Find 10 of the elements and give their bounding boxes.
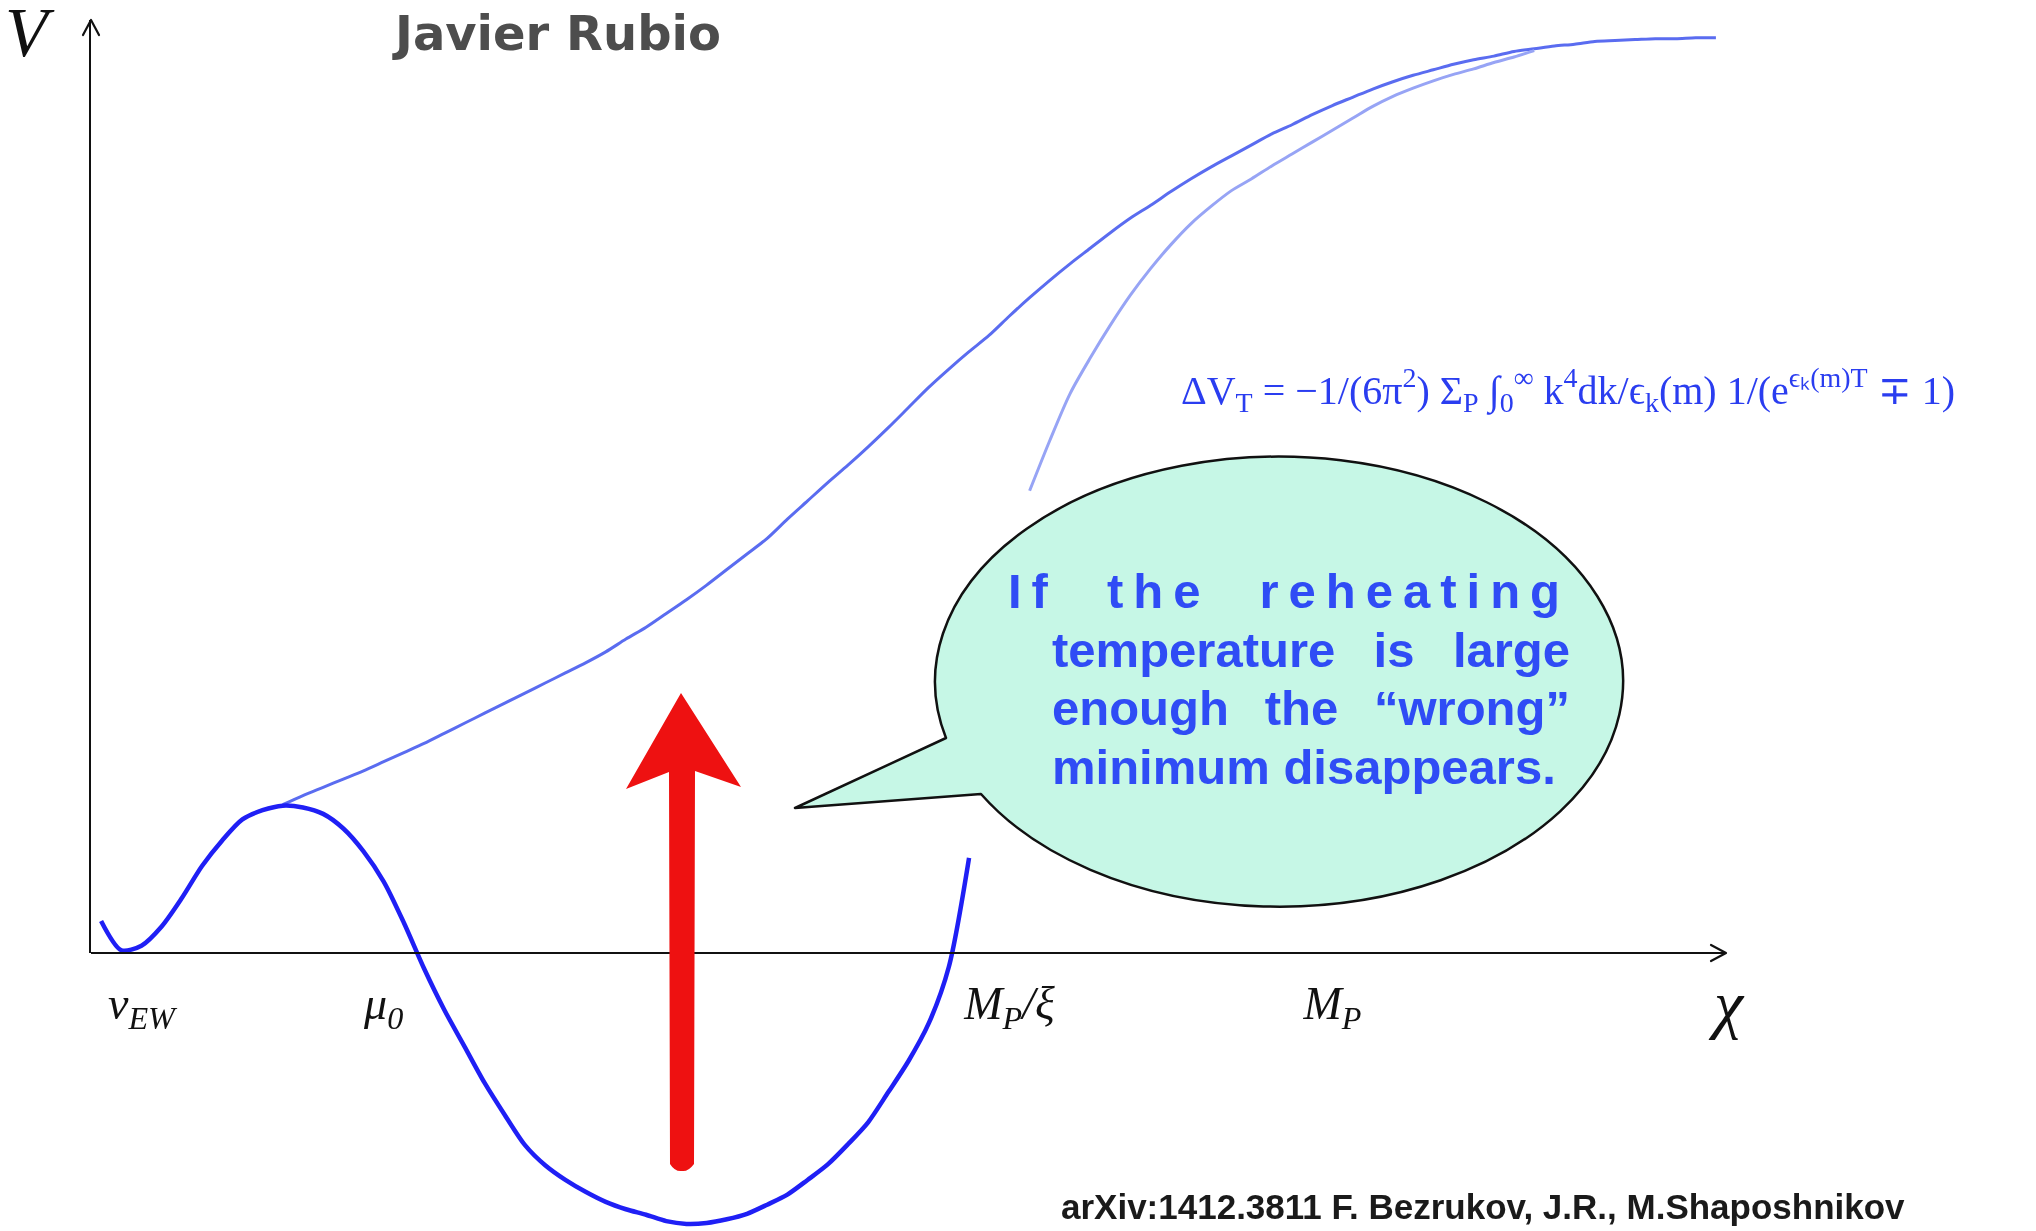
chart-title: Javier Rubio (392, 4, 721, 61)
x-axis-title: χ (1708, 967, 1745, 1040)
y-axis-title: V (5, 0, 55, 71)
x-tick-label: M$_{P}$/ξ (963, 978, 1055, 1036)
annotation: If the reheating temperature is large enough the “wrong” minimum disappears. (1008, 563, 1570, 796)
x-tick-label: v$_{EW}$ (108, 978, 179, 1036)
x-tick-label: M$_{P}$ (1302, 978, 1362, 1036)
x-tick-label: μ$_{0}$ (363, 978, 404, 1036)
annotation: arXiv:1412.3811 F. Bezrukov, J.R., M.Shaposhnikov (1061, 1187, 1906, 1226)
text: ΔV$_{T}$ = −1/(6π$^{2}$) Σ$_{P}$ ∫$_{0}$$^{∞}$ k$^{4}$dk/ϵ$_{k}$(m) 1/(e$^{ϵₖ(m)T}$ ∓ 1) (1181, 362, 1956, 419)
